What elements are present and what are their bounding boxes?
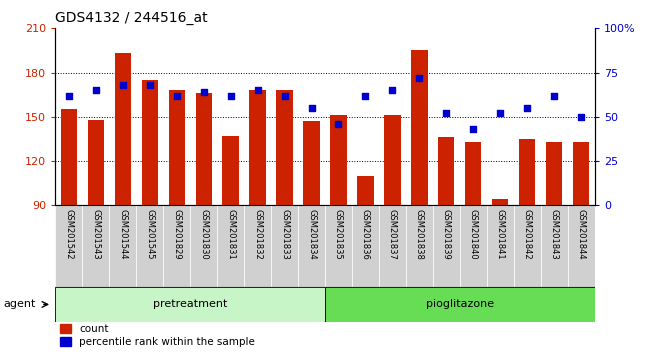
Point — [414, 75, 424, 81]
Bar — [55, 205, 83, 287]
Bar — [88, 120, 104, 205]
Bar — [114, 53, 131, 205]
Bar — [109, 205, 136, 287]
Bar — [352, 205, 379, 287]
Text: GSM201838: GSM201838 — [415, 209, 424, 259]
Bar — [384, 115, 400, 205]
Bar — [163, 205, 190, 287]
Text: GSM201832: GSM201832 — [253, 209, 262, 259]
Text: GSM201836: GSM201836 — [361, 209, 370, 259]
Bar — [546, 142, 562, 205]
Point — [226, 93, 236, 98]
Point — [64, 93, 74, 98]
Point — [576, 114, 586, 120]
Bar — [492, 199, 508, 205]
Bar — [330, 115, 346, 205]
Bar — [573, 142, 590, 205]
Point — [172, 93, 182, 98]
Bar — [298, 205, 325, 287]
Text: GSM201545: GSM201545 — [145, 209, 154, 259]
Bar — [136, 205, 163, 287]
Bar — [433, 205, 460, 287]
Bar — [217, 205, 244, 287]
Point — [468, 126, 478, 132]
Text: GSM201842: GSM201842 — [523, 209, 532, 259]
Point — [360, 93, 370, 98]
Text: GSM201834: GSM201834 — [307, 209, 316, 259]
Text: GDS4132 / 244516_at: GDS4132 / 244516_at — [55, 11, 208, 25]
Text: GSM201843: GSM201843 — [550, 209, 559, 259]
Bar — [438, 137, 454, 205]
Text: GSM201837: GSM201837 — [388, 209, 397, 259]
Bar — [325, 205, 352, 287]
Legend: count, percentile rank within the sample: count, percentile rank within the sample — [60, 324, 255, 347]
Bar — [244, 205, 271, 287]
Text: pioglitazone: pioglitazone — [426, 299, 494, 309]
Text: GSM201542: GSM201542 — [64, 209, 73, 259]
Bar — [222, 136, 239, 205]
Text: GSM201544: GSM201544 — [118, 209, 127, 259]
Bar — [406, 205, 433, 287]
Text: GSM201831: GSM201831 — [226, 209, 235, 259]
Bar — [465, 142, 482, 205]
Bar — [514, 205, 541, 287]
Text: GSM201844: GSM201844 — [577, 209, 586, 259]
Text: GSM201833: GSM201833 — [280, 209, 289, 259]
Text: GSM201835: GSM201835 — [334, 209, 343, 259]
Point — [549, 93, 560, 98]
Point — [333, 121, 344, 127]
Bar — [142, 80, 158, 205]
Bar — [358, 176, 374, 205]
Point — [90, 87, 101, 93]
Point — [252, 87, 263, 93]
Text: pretreatment: pretreatment — [153, 299, 228, 309]
Bar — [250, 90, 266, 205]
Point — [522, 105, 532, 111]
Bar — [55, 287, 325, 322]
Point — [441, 110, 452, 116]
Text: GSM201840: GSM201840 — [469, 209, 478, 259]
Bar — [196, 93, 212, 205]
Point — [387, 87, 398, 93]
Point — [280, 93, 290, 98]
Point — [495, 110, 506, 116]
Bar — [304, 121, 320, 205]
Bar — [541, 205, 568, 287]
Bar — [168, 90, 185, 205]
Point — [144, 82, 155, 88]
Bar — [325, 287, 595, 322]
Bar — [379, 205, 406, 287]
Text: GSM201841: GSM201841 — [496, 209, 505, 259]
Text: GSM201829: GSM201829 — [172, 209, 181, 259]
Point — [118, 82, 128, 88]
Text: GSM201839: GSM201839 — [442, 209, 451, 259]
Bar — [568, 205, 595, 287]
Point — [198, 89, 209, 95]
Bar — [411, 51, 428, 205]
Bar — [276, 90, 292, 205]
Text: agent: agent — [3, 299, 36, 309]
Text: GSM201543: GSM201543 — [91, 209, 100, 259]
Bar — [460, 205, 487, 287]
Point — [306, 105, 317, 111]
Text: GSM201830: GSM201830 — [199, 209, 208, 259]
Bar — [519, 139, 536, 205]
Bar — [60, 109, 77, 205]
Bar — [271, 205, 298, 287]
Bar — [190, 205, 217, 287]
Bar — [82, 205, 109, 287]
Bar — [487, 205, 514, 287]
